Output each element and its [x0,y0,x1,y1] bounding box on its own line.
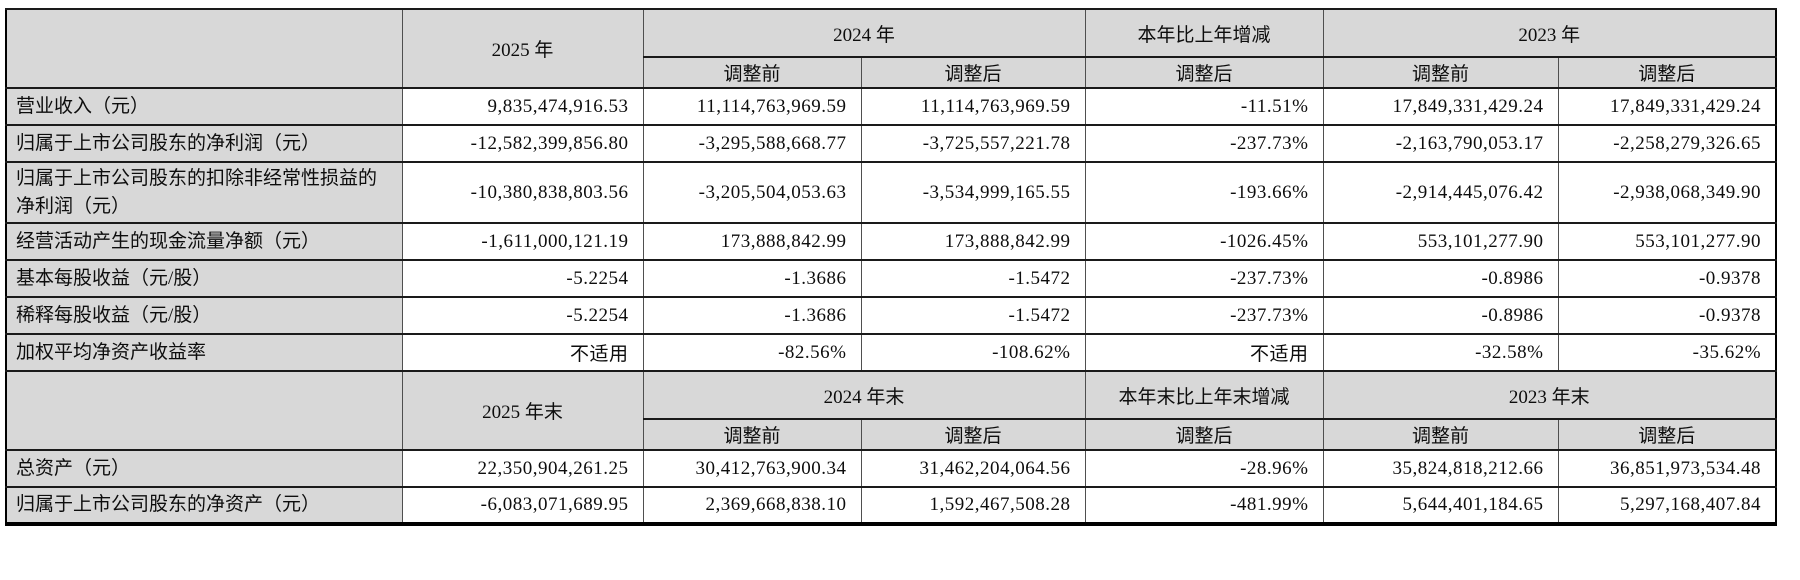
table-row-basic-eps: 基本每股收益（元/股） -5.2254 -1.3686 -1.5472 -237… [5,259,1777,299]
cell-2025: -12,582,399,856.80 [401,124,644,163]
section2-header-sub-row: 调整前 调整后 调整后 调整前 调整后 [6,418,1777,452]
cell-2023-pre: 35,824,818,212.66 [1322,449,1559,489]
table-row-operating-cash-flow: 经营活动产生的现金流量净额（元） -1,611,000,121.19 173,8… [5,222,1777,262]
cell-2024-pre: -3,295,588,668.77 [642,124,862,163]
cell-2023-pre: -0.8986 [1322,296,1559,336]
corner-cell [5,370,403,452]
cell-2023-pre: -32.58% [1322,333,1559,373]
row-label: 归属于上市公司股东的净利润（元） [5,124,403,163]
row-label: 归属于上市公司股东的净资产（元） [5,486,403,526]
header-2024-pre: 调整前 [642,56,862,89]
report-table-container: 2025 年 2024 年 本年比上年增减 2023 年 调整前 调整后 调整后… [5,8,1778,527]
table-row-total-assets: 总资产（元） 22,350,904,261.25 30,412,763,900.… [5,449,1777,489]
cell-change: -11.51% [1084,87,1324,126]
row-label: 经营活动产生的现金流量净额（元） [5,222,403,262]
section1-header-year-row: 2025 年 2024 年 本年比上年增减 2023 年 [5,8,1777,89]
cell-2023-post: -0.9378 [1557,296,1777,336]
cell-2024-pre: 11,114,763,969.59 [642,87,862,126]
cell-2023-post: 17,849,331,429.24 [1557,87,1777,126]
cell-2024-post: 1,592,467,508.28 [860,486,1086,526]
cell-2025: 22,350,904,261.25 [401,449,644,489]
cell-2023-post: 36,851,973,534.48 [1557,449,1777,489]
financial-summary-table: 2025 年 2024 年 本年比上年增减 2023 年 调整前 调整后 调整后… [5,8,1778,527]
row-label: 加权平均净资产收益率 [5,333,403,373]
cell-2023-post: -0.9378 [1557,259,1777,299]
table-row-net-assets: 归属于上市公司股东的净资产（元） -6,083,071,689.95 2,369… [5,486,1777,526]
cell-2025: -5.2254 [401,296,644,336]
corner-cell [5,8,403,89]
row-label: 稀释每股收益（元/股） [5,296,403,336]
header-end-change-group: 本年末比上年末增减 [1084,370,1324,420]
header-2024-end-pre: 调整前 [642,418,862,452]
cell-2025: 9,835,474,916.53 [401,87,644,126]
cell-2024-post: 31,462,204,064.56 [860,449,1086,489]
row-label: 营业收入（元） [5,87,403,126]
cell-2023-post: -2,938,068,349.90 [1557,160,1777,225]
cell-2025: -1,611,000,121.19 [401,222,644,262]
table-row-net-profit-excl-nonrecurring: 归属于上市公司股东的扣除非经常性损益的净利润（元） -10,380,838,80… [5,160,1777,225]
cell-2024-pre: -1.3686 [642,296,862,336]
cell-2024-pre: -3,205,504,053.63 [642,160,862,225]
cell-2024-pre: 2,369,668,838.10 [642,486,862,526]
row-label: 归属于上市公司股东的扣除非经常性损益的净利润（元） [5,160,403,225]
cell-change: -237.73% [1084,124,1324,163]
cell-2023-post: -35.62% [1557,333,1777,373]
table-row-weighted-avg-roe: 加权平均净资产收益率 不适用 -82.56% -108.62% 不适用 -32.… [5,333,1777,373]
header-2025-end: 2025 年末 [401,370,644,452]
cell-2024-post: 11,114,763,969.59 [860,87,1086,126]
cell-change: -193.66% [1084,160,1324,225]
cell-2024-post: -1.5472 [860,259,1086,299]
row-label: 总资产（元） [5,449,403,489]
cell-2024-pre: 173,888,842.99 [642,222,862,262]
cell-2025: 不适用 [401,333,644,373]
cell-change: -481.99% [1084,486,1324,526]
cell-2025: -5.2254 [401,259,644,299]
cell-2023-pre: -2,914,445,076.42 [1322,160,1559,225]
header-2023-group: 2023 年 [1322,8,1777,58]
cell-2023-pre: -0.8986 [1322,259,1559,299]
table-row-net-profit: 归属于上市公司股东的净利润（元） -12,582,399,856.80 -3,2… [5,124,1777,163]
section1-header-sub-row: 调整前 调整后 调整后 调整前 调整后 [6,56,1777,89]
header-2023-post: 调整后 [1557,56,1777,89]
header-change-group: 本年比上年增减 [1084,8,1324,58]
cell-2023-pre: 17,849,331,429.24 [1322,87,1559,126]
header-2024-end-group: 2024 年末 [642,370,1086,420]
cell-change: -28.96% [1084,449,1324,489]
table-row-revenue: 营业收入（元） 9,835,474,916.53 11,114,763,969.… [5,87,1777,126]
header-change-post: 调整后 [1084,56,1324,89]
cell-2024-post: -3,725,557,221.78 [860,124,1086,163]
table-row-diluted-eps: 稀释每股收益（元/股） -5.2254 -1.3686 -1.5472 -237… [5,296,1777,336]
cell-2024-post: -108.62% [860,333,1086,373]
cell-2025: -6,083,071,689.95 [401,486,644,526]
header-2023-end-group: 2023 年末 [1322,370,1777,420]
cell-2023-pre: 553,101,277.90 [1322,222,1559,262]
header-2024-end-post: 调整后 [860,418,1086,452]
cell-2024-post: 173,888,842.99 [860,222,1086,262]
cell-2023-post: 553,101,277.90 [1557,222,1777,262]
row-label: 基本每股收益（元/股） [5,259,403,299]
cell-2024-pre: 30,412,763,900.34 [642,449,862,489]
cell-2023-post: -2,258,279,326.65 [1557,124,1777,163]
cell-2023-pre: -2,163,790,053.17 [1322,124,1559,163]
header-2023-end-pre: 调整前 [1322,418,1559,452]
cell-change: -1026.45% [1084,222,1324,262]
cell-2023-pre: 5,644,401,184.65 [1322,486,1559,526]
cell-change: 不适用 [1084,333,1324,373]
header-2024-group: 2024 年 [642,8,1086,58]
section2-header-year-row: 2025 年末 2024 年末 本年末比上年末增减 2023 年末 [5,370,1777,452]
header-2025: 2025 年 [401,8,644,89]
header-2024-post: 调整后 [860,56,1086,89]
cell-2024-pre: -82.56% [642,333,862,373]
header-2023-pre: 调整前 [1322,56,1559,89]
header-end-change-post: 调整后 [1084,418,1324,452]
cell-2024-post: -1.5472 [860,296,1086,336]
cell-2023-post: 5,297,168,407.84 [1557,486,1777,526]
cell-2024-pre: -1.3686 [642,259,862,299]
cell-2025: -10,380,838,803.56 [401,160,644,225]
cell-change: -237.73% [1084,259,1324,299]
header-2023-end-post: 调整后 [1557,418,1777,452]
cell-change: -237.73% [1084,296,1324,336]
cell-2024-post: -3,534,999,165.55 [860,160,1086,225]
